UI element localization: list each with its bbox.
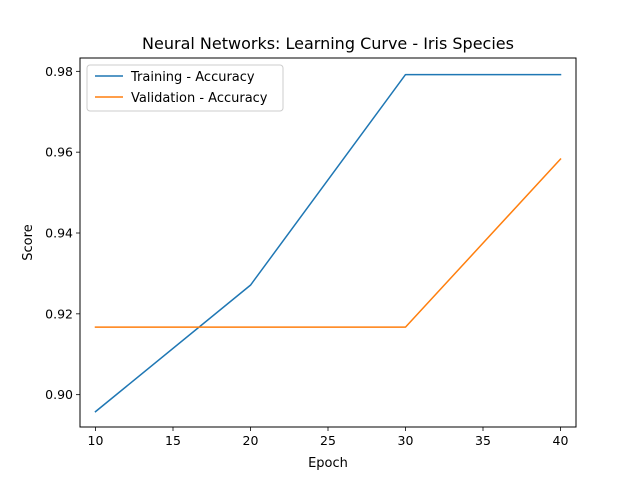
x-tick-label: 10 <box>88 433 104 448</box>
y-tick-label: 0.96 <box>45 145 73 160</box>
x-tick-label: 30 <box>398 433 414 448</box>
y-tick-label: 0.98 <box>45 64 73 79</box>
legend-label-training: Training - Accuracy <box>130 70 255 85</box>
y-tick-label: 0.92 <box>45 306 73 321</box>
x-axis-title: Epoch <box>308 456 348 471</box>
x-tick-label: 40 <box>553 433 569 448</box>
plot-background <box>80 58 576 427</box>
legend-box <box>86 64 284 112</box>
y-tick-label: 0.94 <box>45 226 73 241</box>
legend-label-validation: Validation - Accuracy <box>131 91 268 106</box>
series-line-validation <box>94 157 562 328</box>
x-tick-label: 25 <box>320 433 336 448</box>
chart-title: Neural Networks: Learning Curve - Iris S… <box>142 34 514 53</box>
y-tick-label: 0.90 <box>45 387 73 402</box>
legend: Training - Accuracy Validation - Accurac… <box>86 64 284 112</box>
x-tick-label: 15 <box>165 433 181 448</box>
x-axis: 10 15 20 25 30 35 40 <box>88 427 569 448</box>
x-tick-label: 35 <box>475 433 491 448</box>
plot-area <box>80 58 576 427</box>
y-axis-title: Score <box>21 224 36 260</box>
series-line-training <box>94 73 562 413</box>
series-layer <box>94 73 562 413</box>
y-axis: 0.90 0.92 0.94 0.96 0.98 <box>45 64 80 402</box>
x-tick-label: 20 <box>243 433 259 448</box>
